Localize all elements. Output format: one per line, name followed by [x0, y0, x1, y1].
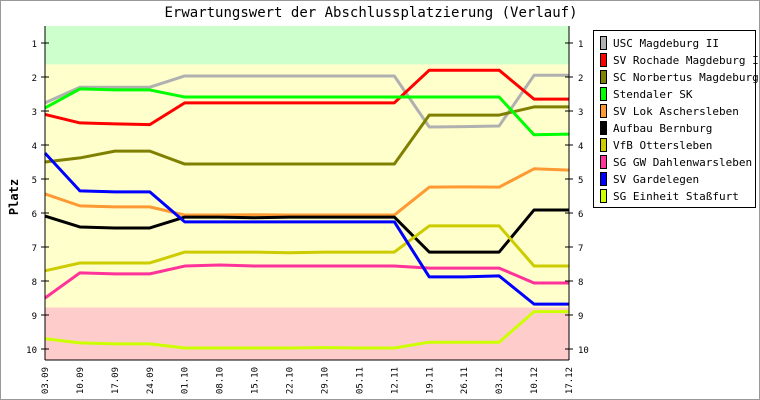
legend-item: USC Magdeburg II	[600, 35, 719, 51]
y-tick-label-left: 3	[32, 108, 37, 118]
y-tick-label-left: 7	[32, 244, 37, 254]
y-tick-label-right: 7	[578, 244, 583, 254]
x-tick-label: 10.12	[530, 367, 540, 394]
series-line-6	[44, 224, 569, 273]
y-tick-label-right: 4	[578, 142, 583, 152]
chart-title: Erwartungswert der Abschlussplatzierung …	[164, 5, 578, 21]
x-tick-label: 29.10	[320, 367, 330, 394]
x-tick-label: 05.11	[355, 367, 365, 394]
legend-item: SV Gardelegen	[600, 171, 699, 187]
legend-swatch	[600, 70, 607, 84]
legend-swatch	[600, 36, 607, 50]
x-tick-label: 15.10	[251, 367, 261, 394]
x-tick-label: 03.12	[495, 367, 505, 394]
y-tick-label-left: 9	[32, 312, 37, 322]
legend-item: SG Einheit Staßfurt	[600, 188, 739, 204]
legend-swatch	[600, 155, 607, 169]
series-line-1	[44, 68, 569, 127]
x-tick-label: 17.12	[565, 367, 575, 394]
y-tick-label-right: 6	[578, 210, 583, 220]
band-relegation	[45, 307, 569, 360]
legend-label: SV Lok Aschersleben	[613, 104, 739, 118]
band-promotion	[45, 26, 569, 65]
legend-label: Stendaler SK	[613, 87, 693, 101]
legend-label: Aufbau Bernburg	[613, 121, 713, 135]
y-tick-label-right: 9	[578, 312, 583, 322]
legend-label: VfB Ottersleben	[613, 138, 713, 152]
series-line-3	[44, 87, 570, 137]
y-tick-label-left: 2	[32, 74, 37, 84]
legend-swatch	[600, 104, 607, 118]
legend-item: SC Norbertus Magdeburg	[600, 69, 759, 85]
y-tick-label-right: 3	[578, 108, 583, 118]
x-tick-label: 03.09	[41, 367, 51, 394]
x-tick-label: 24.09	[146, 367, 156, 394]
series-line-2	[44, 105, 569, 166]
x-tick-label: 12.11	[390, 367, 400, 394]
x-tick-label: 19.11	[425, 367, 435, 394]
y-axis-label: Platz	[7, 179, 21, 215]
x-tick-label: 17.09	[111, 367, 121, 394]
y-tick-label-left: 1	[32, 40, 37, 50]
y-tick-label-left: 4	[32, 142, 37, 152]
series-line-7	[44, 263, 569, 300]
series-line-5	[44, 208, 569, 254]
legend-item: SV Rochade Magdeburg II	[600, 52, 760, 68]
legend-item: VfB Ottersleben	[600, 137, 712, 153]
legend-swatch	[600, 172, 607, 186]
x-tick-label: 26.11	[460, 367, 470, 394]
legend-item: Stendaler SK	[600, 86, 692, 102]
y-tick-label-left: 10	[26, 346, 37, 356]
x-tick-label: 22.10	[286, 367, 296, 394]
series-line-0	[44, 73, 569, 129]
x-tick-label: 08.10	[216, 367, 226, 394]
chart-plot: 1 1 2 2 3 3 4 4 5 5 6 6 7 7 8 8 9 9 10 10 03.09 10.09 17.09 24.…	[7, 26, 589, 394]
y-tick-label-right: 2	[578, 74, 583, 84]
legend-swatch	[600, 53, 607, 67]
legend-swatch	[600, 138, 607, 152]
y-tick-label-left: 6	[32, 210, 37, 220]
legend: USC Magdeburg II SV Rochade Magdeburg II S…	[593, 30, 759, 208]
legend-label: SG Einheit Staßfurt	[613, 189, 739, 203]
y-tick-label-left: 8	[32, 278, 37, 288]
y-tick-label-right: 1	[578, 40, 583, 50]
y-tick-label-right: 5	[578, 176, 583, 186]
legend-item: Aufbau Bernburg	[600, 120, 712, 136]
x-tick-label: 10.09	[76, 367, 86, 394]
y-tick-label-left: 5	[32, 176, 37, 186]
legend-swatch	[600, 189, 607, 203]
series-line-4	[44, 167, 570, 217]
legend-label: SV Rochade Magdeburg II	[613, 53, 760, 67]
y-tick-label-right: 8	[578, 278, 583, 288]
legend-item: SG GW Dahlenwarsleben	[600, 154, 752, 170]
legend-swatch	[600, 87, 607, 101]
series-line-8	[43, 152, 569, 306]
legend-item: SV Lok Aschersleben	[600, 103, 739, 119]
legend-label: SV Gardelegen	[613, 172, 700, 186]
x-tick-label: 01.10	[181, 367, 191, 394]
y-tick-label-right: 10	[578, 346, 589, 356]
legend-label: SG GW Dahlenwarsleben	[613, 155, 753, 169]
legend-label: USC Magdeburg II	[613, 36, 719, 50]
legend-swatch	[600, 121, 607, 135]
legend-label: SC Norbertus Magdeburg	[613, 70, 759, 84]
series-line-9	[44, 310, 569, 350]
